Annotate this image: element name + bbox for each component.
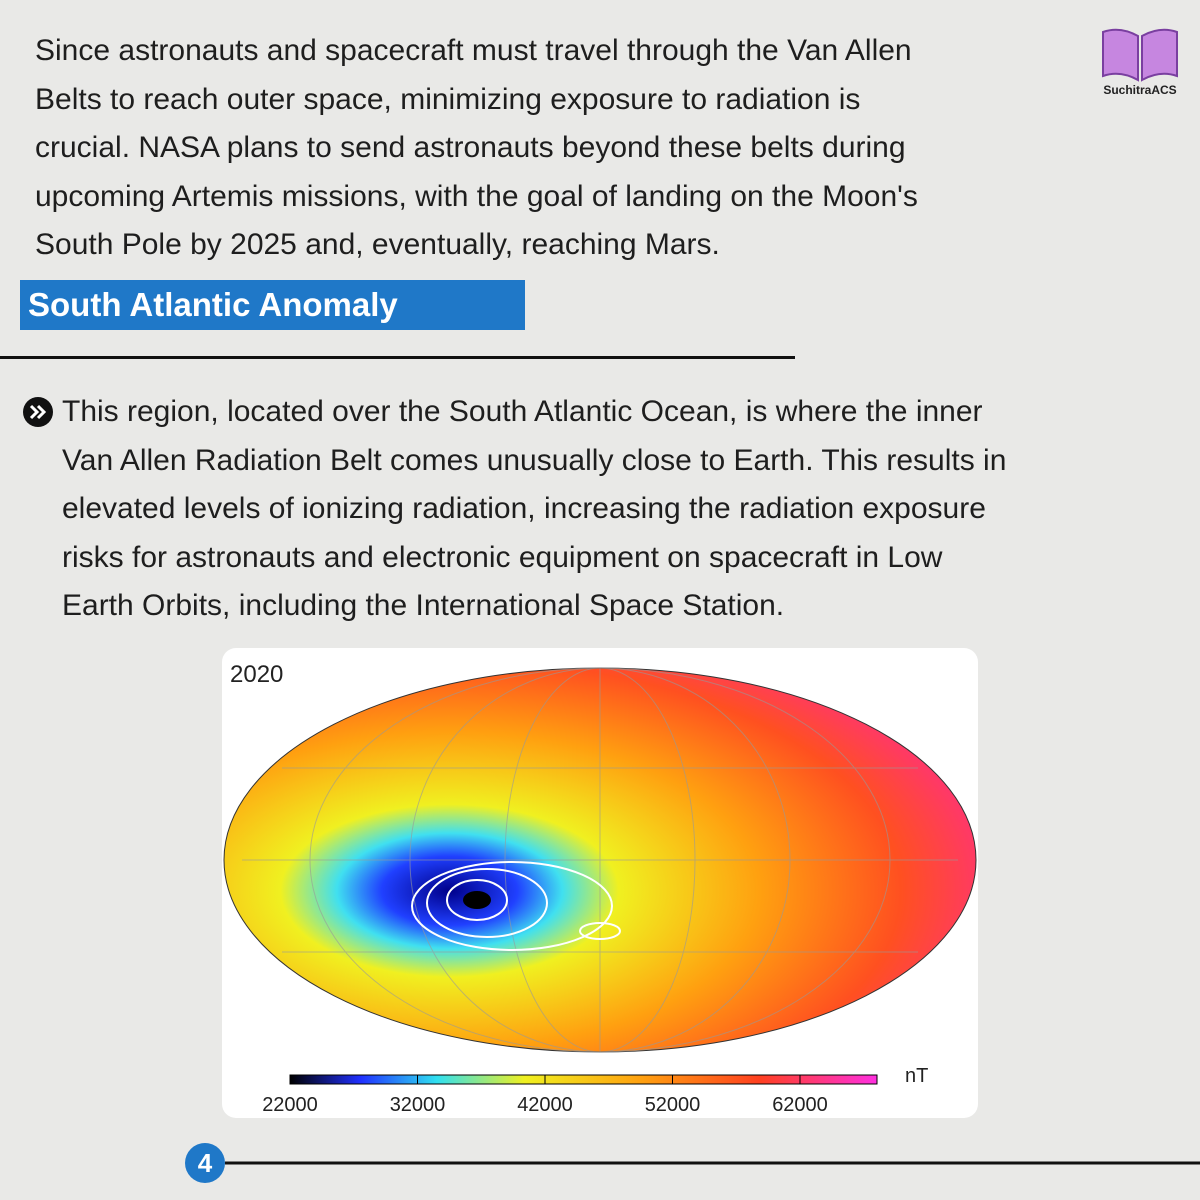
text-line: This region, located over the South Atla… — [62, 395, 983, 428]
colorbar-tick-label: 32000 — [390, 1094, 446, 1116]
text-line: Since astronauts and spacecraft must tra… — [35, 34, 912, 67]
text-line: Van Allen Radiation Belt comes unusually… — [62, 443, 1007, 477]
divider — [0, 356, 795, 359]
logo-label: SuchitraACS — [1103, 83, 1176, 97]
page-number: 4 — [198, 1148, 213, 1178]
colorbar-unit: nT — [905, 1065, 928, 1087]
figure-year: 2020 — [230, 661, 283, 688]
text-line: crucial. NASA plans to send astronauts b… — [35, 131, 906, 164]
text-line: Earth Orbits, including the Internationa… — [62, 589, 785, 622]
colorbar-tick-label: 42000 — [517, 1094, 573, 1116]
colorbar-tick-label: 62000 — [772, 1094, 828, 1116]
text-line: Belts to reach outer space, minimizing e… — [35, 82, 861, 116]
logo: SuchitraACS — [1102, 28, 1178, 97]
colorbar-tick-label: 52000 — [645, 1094, 701, 1116]
text-line: South Pole by 2025 and, eventually, reac… — [35, 228, 720, 261]
text-line: risks for astronauts and electronic equi… — [62, 540, 943, 574]
colorbar-tick-label: 22000 — [262, 1094, 318, 1116]
bullet-icon — [23, 397, 53, 427]
text-line: upcoming Artemis missions, with the goal… — [35, 179, 918, 213]
figure: 2020 nT 22000 32000 42000 52000 62000 — [222, 648, 978, 1118]
text-line: elevated levels of ionizing radiation, i… — [62, 492, 986, 525]
section-heading: South Atlantic Anomaly — [20, 280, 525, 330]
footer: 4 — [185, 1143, 1200, 1183]
